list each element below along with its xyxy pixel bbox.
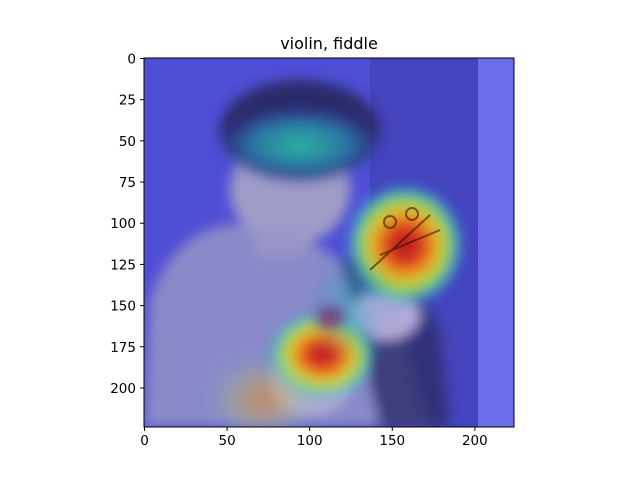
y-tick-label: 175 xyxy=(110,340,136,356)
x-tick-label: 50 xyxy=(218,433,235,449)
x-tick-label: 0 xyxy=(140,433,149,449)
axes-frame xyxy=(143,57,515,428)
y-tick-label: 25 xyxy=(119,93,136,109)
chart-title: violin, fiddle xyxy=(280,34,378,53)
background-strip xyxy=(478,58,514,427)
y-tick-label: 200 xyxy=(110,381,136,397)
y-tick-label: 75 xyxy=(119,175,136,191)
y-tick-label: 0 xyxy=(127,52,136,68)
x-tick-label: 200 xyxy=(462,433,488,449)
x-tick-label: 100 xyxy=(297,433,323,449)
y-tick-label: 125 xyxy=(110,257,136,273)
violin-scroll xyxy=(369,207,441,271)
x-tick-label: 150 xyxy=(379,433,405,449)
y-tick-label: 100 xyxy=(110,216,136,232)
x-axis: 0 50 100 150 200 xyxy=(140,427,488,449)
y-tick-label: 50 xyxy=(119,134,136,150)
y-axis: 0 25 50 75 100 125 150 175 200 xyxy=(110,52,144,397)
y-tick-label: 150 xyxy=(110,299,136,315)
plot-area xyxy=(144,58,514,427)
